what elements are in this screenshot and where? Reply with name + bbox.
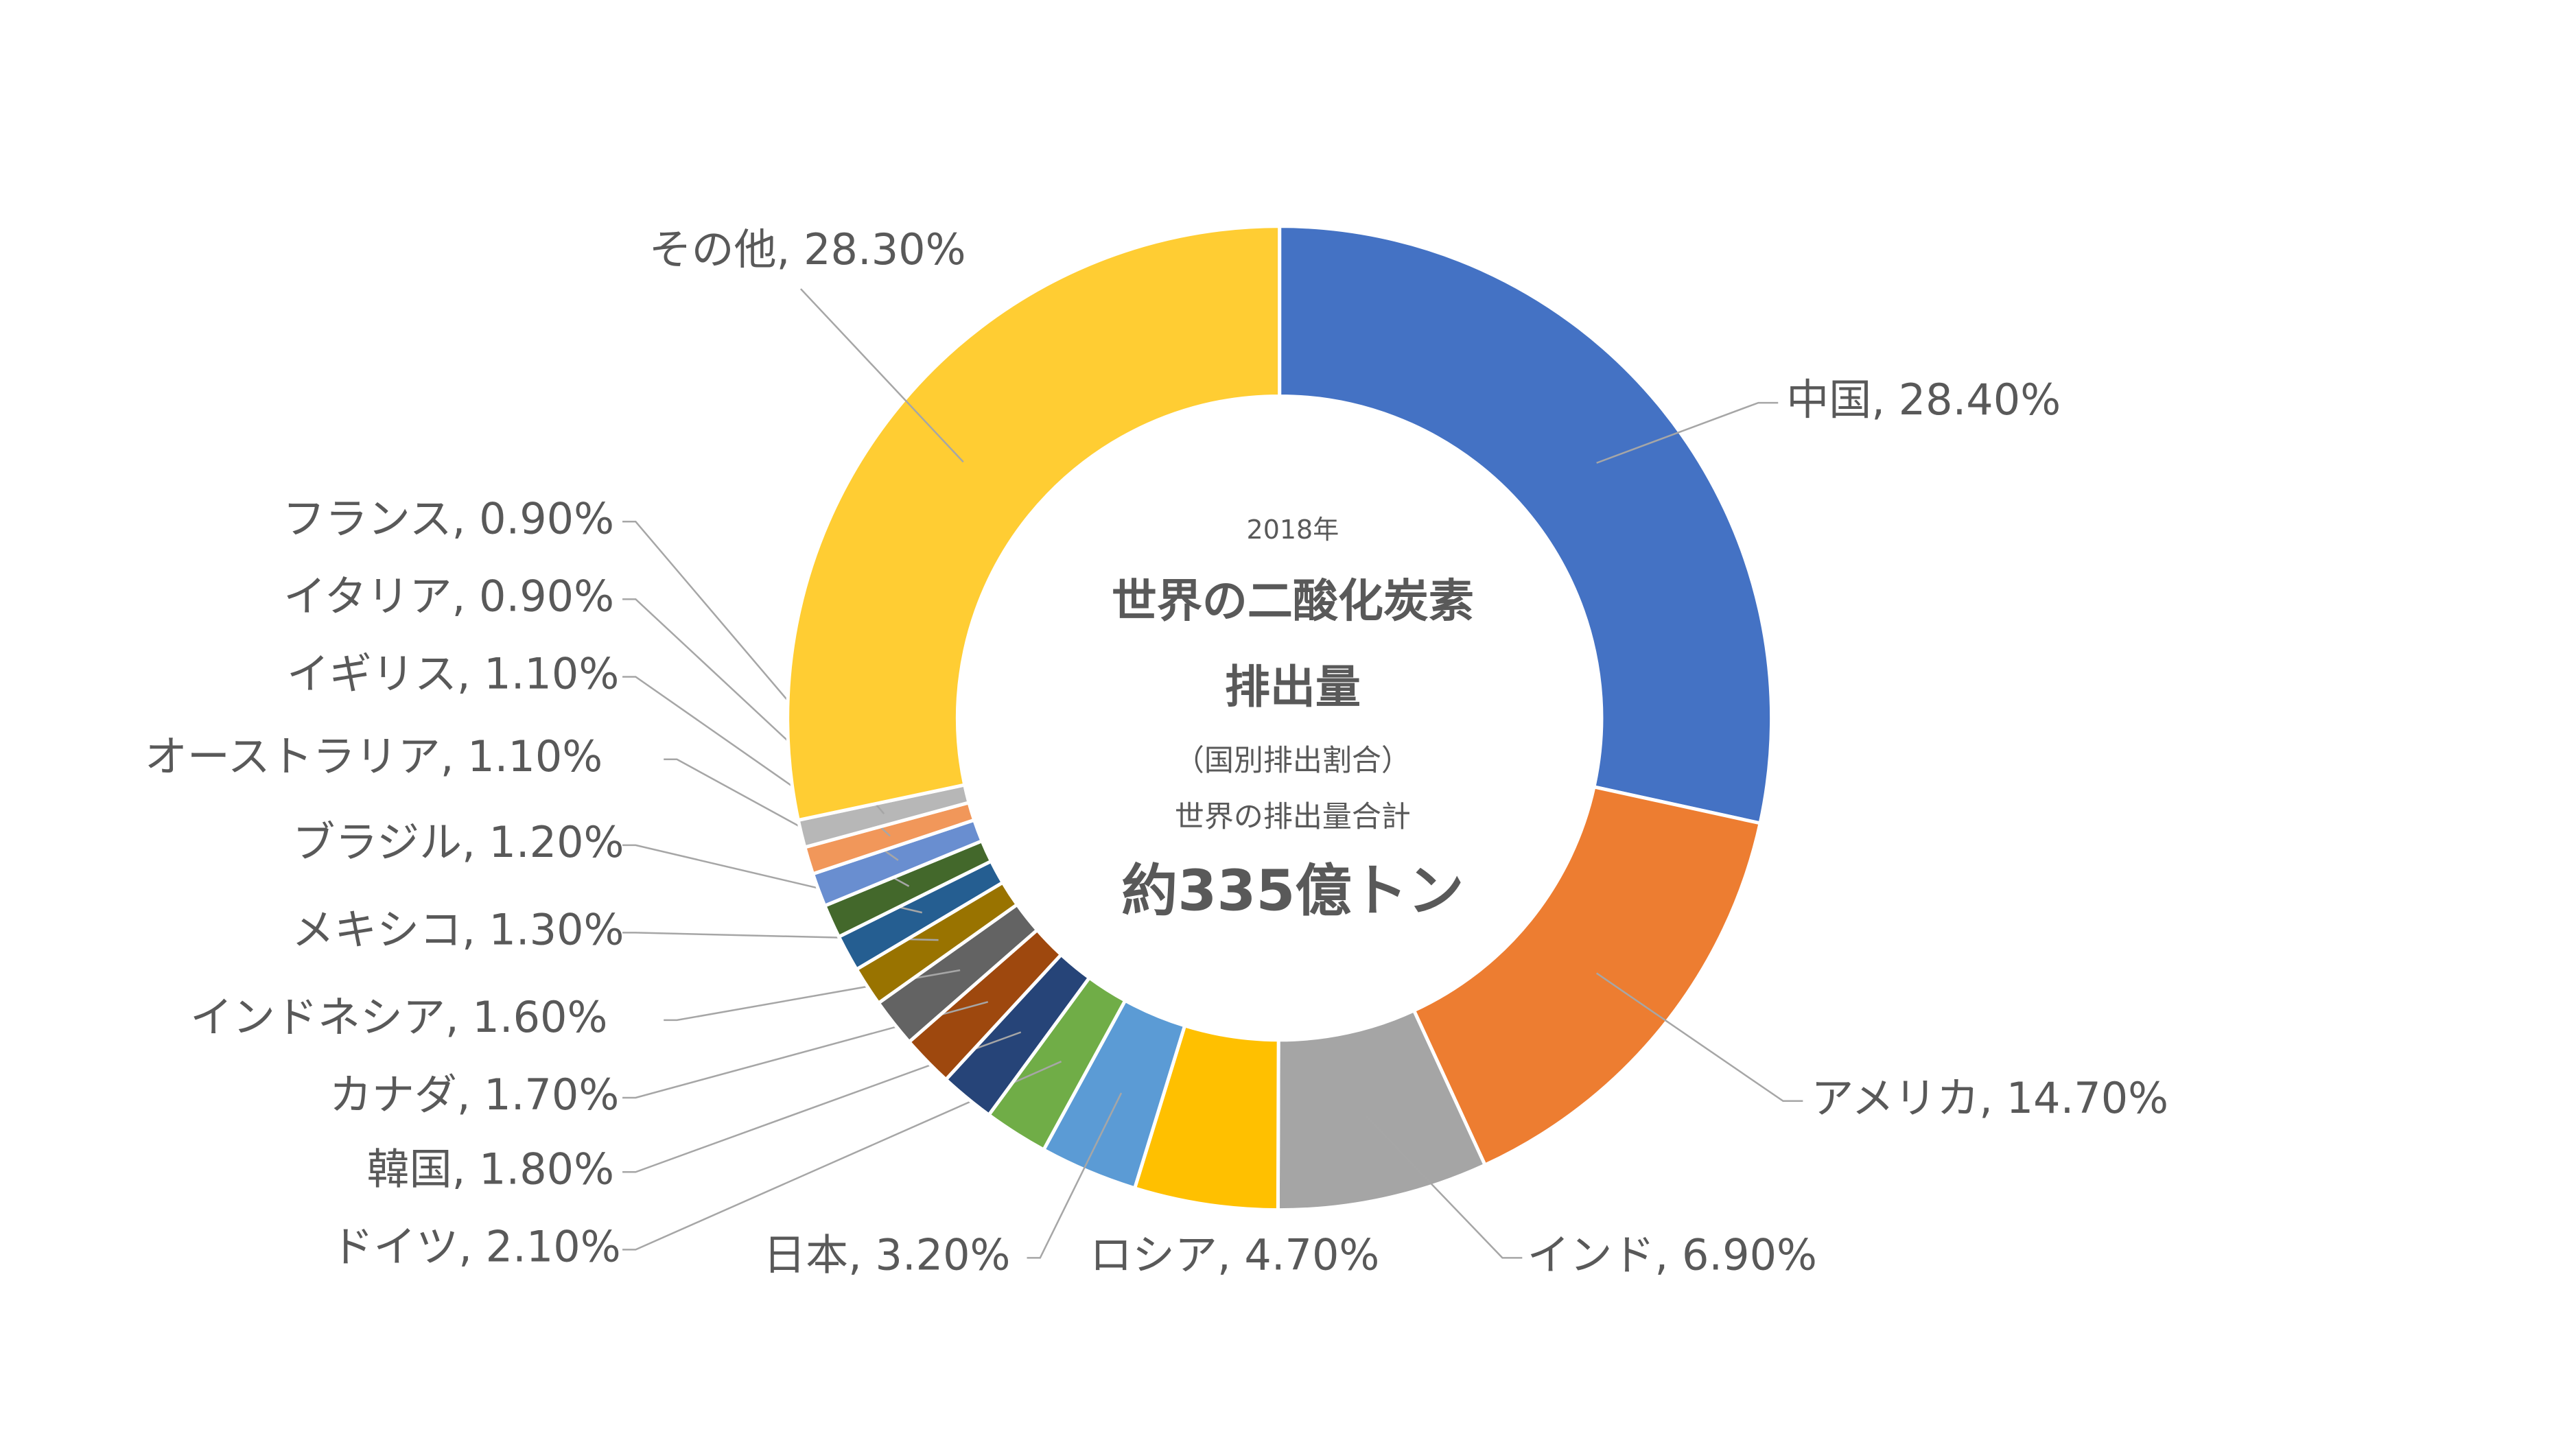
leader-line	[622, 1001, 989, 1099]
leader-line	[799, 288, 964, 463]
data-label: 中国, 28.40%	[1786, 375, 2061, 425]
center-text: （国別排出割合）	[1175, 744, 1411, 778]
data-label: 日本, 3.20%	[763, 1229, 1010, 1280]
center-text: 約335億トン	[1121, 859, 1464, 924]
data-label: イギリス, 1.10%	[287, 649, 619, 699]
leader-line	[1365, 1115, 1523, 1259]
center-text: 世界の排出量合計	[1175, 800, 1411, 834]
data-label: インドネシア, 1.60%	[190, 992, 607, 1042]
data-label: オーストラリア, 1.10%	[145, 731, 602, 781]
data-label: カナダ, 1.70%	[329, 1070, 619, 1120]
leader-line	[622, 1031, 1022, 1173]
data-label: その他, 28.30%	[649, 224, 966, 274]
data-label: インド, 6.90%	[1527, 1229, 1817, 1280]
data-label: ロシア, 4.70%	[1090, 1229, 1379, 1280]
donut-slice	[1278, 224, 1774, 825]
leader-line	[1027, 1092, 1123, 1259]
leader-line	[622, 1061, 1062, 1251]
data-label: ドイツ, 2.10%	[331, 1221, 620, 1271]
data-label: イタリア, 0.90%	[283, 571, 614, 621]
data-label: メキシコ, 1.30%	[292, 904, 624, 954]
donut-slice	[786, 224, 1282, 823]
center-text: 世界の二酸化炭素	[1112, 575, 1474, 628]
center-text: 排出量	[1225, 661, 1361, 714]
data-label: ブラジル, 1.20%	[292, 817, 624, 867]
data-label: 韓国, 1.80%	[367, 1144, 614, 1194]
data-label: フランス, 0.90%	[283, 493, 614, 543]
leader-line	[1595, 972, 1803, 1103]
donut-slice	[1412, 784, 1763, 1168]
data-label: アメリカ, 14.70%	[1811, 1073, 2168, 1123]
leader-line	[1596, 401, 1779, 464]
center-text: 2018年	[1247, 515, 1339, 545]
